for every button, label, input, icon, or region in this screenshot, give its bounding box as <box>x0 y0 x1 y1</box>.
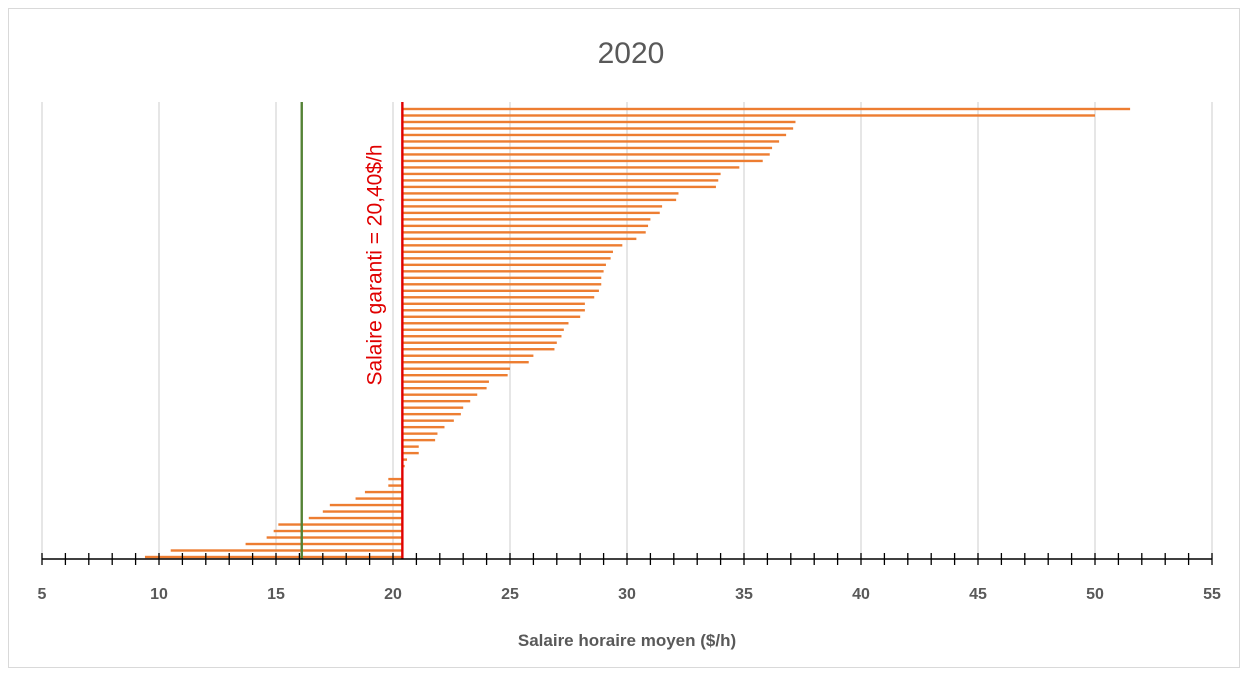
bar <box>402 412 461 416</box>
reference-line-label: Salaire garanti = 20,40$/h <box>363 144 386 385</box>
bar <box>402 367 510 370</box>
bar <box>402 257 611 260</box>
bar <box>402 361 529 364</box>
bar <box>402 348 555 351</box>
bar <box>402 399 471 403</box>
bar <box>402 153 770 156</box>
bar <box>402 458 408 461</box>
x-axis: 5 10 15 20 25 30 35 40 45 50 55 <box>38 553 1221 603</box>
bar <box>402 185 716 189</box>
x-tick-label: 20 <box>384 586 402 603</box>
bar <box>402 445 419 448</box>
bar <box>402 231 646 234</box>
bar <box>402 166 740 169</box>
bar <box>402 211 660 215</box>
gridlines <box>41 102 1213 559</box>
bar <box>402 438 436 442</box>
bar <box>402 244 623 247</box>
bar <box>402 451 419 455</box>
x-tick-label: 10 <box>150 586 168 603</box>
bar <box>402 341 557 344</box>
bar <box>402 335 562 338</box>
bar <box>402 386 487 390</box>
bar <box>388 477 403 481</box>
bar <box>402 140 780 143</box>
x-tick-label: 35 <box>735 586 753 603</box>
bar <box>402 205 663 208</box>
bar <box>402 322 569 325</box>
bar <box>278 523 403 526</box>
bar <box>402 237 637 241</box>
bar <box>402 127 794 130</box>
bar <box>402 393 478 396</box>
bar <box>402 380 489 383</box>
bar <box>402 107 1131 111</box>
bar <box>402 224 649 228</box>
x-axis-title: Salaire horaire moyen ($/h) <box>518 631 736 650</box>
x-tick-label: 15 <box>267 586 285 603</box>
bar <box>402 120 796 124</box>
bar <box>402 133 787 137</box>
bar <box>273 529 403 533</box>
bar <box>402 192 679 195</box>
bar <box>170 549 403 552</box>
bar <box>402 406 464 409</box>
chart-title: 2020 <box>598 37 665 70</box>
bar <box>402 328 564 331</box>
bar <box>355 497 403 500</box>
bar <box>245 542 403 546</box>
bar <box>402 419 454 422</box>
bar <box>402 425 445 429</box>
bar <box>402 309 585 312</box>
bar <box>402 198 677 202</box>
bar <box>144 555 403 559</box>
bar <box>402 114 1095 117</box>
bar <box>402 270 604 273</box>
bar <box>402 263 606 267</box>
bar <box>402 296 595 299</box>
x-tick-label: 5 <box>38 586 47 603</box>
bar <box>266 536 403 539</box>
bar <box>402 276 602 280</box>
bar <box>388 484 403 487</box>
bar <box>402 218 651 221</box>
bar <box>402 172 721 176</box>
reference-lines: Salaire garanti = 20,40$/h <box>300 102 404 559</box>
bar <box>402 302 585 305</box>
bar <box>402 283 602 286</box>
bar <box>402 432 438 435</box>
bar <box>402 289 599 292</box>
bar <box>308 516 403 520</box>
bar <box>402 250 613 254</box>
x-tick-label: 40 <box>852 586 870 603</box>
x-tick-label: 50 <box>1086 586 1104 603</box>
bar <box>402 159 763 163</box>
bar <box>364 490 403 494</box>
bar <box>322 510 403 513</box>
x-tick-label: 45 <box>969 586 987 603</box>
bar <box>402 179 719 182</box>
x-tick-label: 25 <box>501 586 519 603</box>
x-tick-label: 55 <box>1203 586 1221 603</box>
bar <box>402 315 581 318</box>
bars <box>144 107 1131 559</box>
bar <box>329 503 403 507</box>
bar <box>402 146 773 150</box>
bar <box>402 374 508 377</box>
bar <box>402 354 534 357</box>
x-tick-label: 30 <box>618 586 636 603</box>
